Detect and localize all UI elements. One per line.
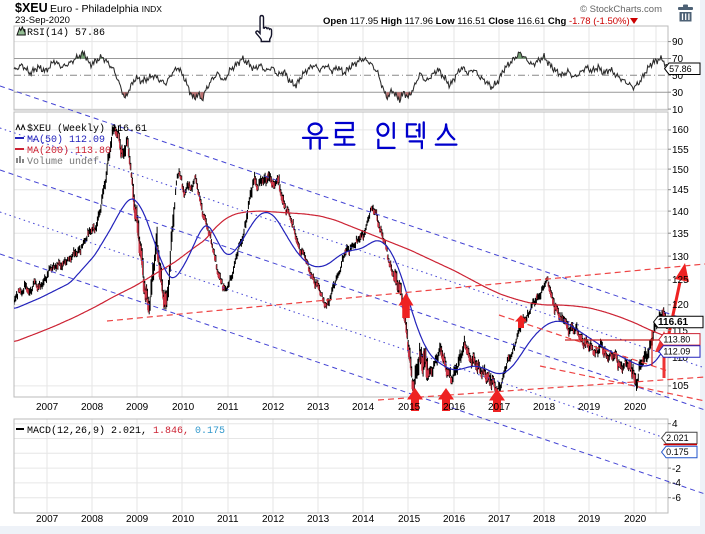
svg-text:70: 70: [672, 54, 684, 65]
svg-text:-4: -4: [672, 478, 681, 489]
svg-text:10: 10: [672, 105, 684, 116]
svg-text:0.175: 0.175: [666, 447, 689, 457]
svg-text:140: 140: [672, 207, 689, 218]
svg-text:Volume undef: Volume undef: [27, 156, 99, 168]
svg-text:2019: 2019: [578, 402, 601, 413]
svg-text:2018: 2018: [533, 402, 556, 413]
svg-text:2012: 2012: [262, 402, 285, 413]
svg-text:2017: 2017: [488, 514, 511, 525]
svg-text:2010: 2010: [172, 514, 195, 525]
svg-text:2016: 2016: [443, 402, 466, 413]
svg-text:125: 125: [672, 275, 689, 286]
svg-text:2014: 2014: [352, 402, 375, 413]
svg-text:120: 120: [672, 300, 689, 311]
svg-text:2010: 2010: [172, 402, 195, 413]
svg-text:© StockCharts.com: © StockCharts.com: [580, 4, 662, 15]
svg-text:23-Sep-2020: 23-Sep-2020: [15, 15, 70, 26]
svg-text:2016: 2016: [443, 514, 466, 525]
svg-text:2015: 2015: [398, 514, 421, 525]
svg-text:115: 115: [672, 326, 688, 337]
svg-text:2013: 2013: [307, 514, 330, 525]
svg-text:110: 110: [672, 353, 688, 364]
svg-text:112.09: 112.09: [663, 347, 690, 357]
svg-text:2.021: 2.021: [666, 433, 689, 443]
svg-text:130: 130: [672, 252, 689, 263]
svg-text:2008: 2008: [81, 514, 104, 525]
svg-text:2014: 2014: [352, 514, 375, 525]
svg-text:$XEU: $XEU: [15, 1, 48, 15]
svg-text:2018: 2018: [533, 514, 556, 525]
svg-text:-2: -2: [672, 464, 681, 475]
svg-text:2009: 2009: [126, 402, 149, 413]
svg-text:116.61: 116.61: [658, 317, 688, 328]
svg-text:2012: 2012: [262, 514, 285, 525]
svg-text:$XEU (Weekly) 116.61: $XEU (Weekly) 116.61: [27, 123, 147, 135]
svg-text:2007: 2007: [36, 402, 59, 413]
svg-text:Euro - Philadelphia INDX: Euro - Philadelphia INDX: [50, 3, 162, 15]
svg-text:-6: -6: [672, 493, 681, 504]
svg-text:113.80: 113.80: [663, 335, 690, 345]
svg-text:MA(50) 112.09: MA(50) 112.09: [27, 134, 105, 146]
svg-text:57.86: 57.86: [669, 64, 692, 74]
svg-text:RSI(14) 57.86: RSI(14) 57.86: [27, 27, 105, 39]
svg-text:2015: 2015: [398, 402, 421, 413]
svg-text:50: 50: [672, 71, 684, 82]
svg-text:2017: 2017: [488, 402, 511, 413]
svg-text:150: 150: [672, 165, 689, 176]
svg-text:MA(200) 113.80: MA(200) 113.80: [27, 145, 111, 157]
svg-text:145: 145: [672, 185, 689, 196]
svg-text:105: 105: [672, 381, 689, 392]
svg-text:135: 135: [672, 229, 689, 240]
svg-text:2011: 2011: [217, 514, 239, 525]
svg-text:2019: 2019: [578, 514, 601, 525]
svg-text:MACD(12,26,9) 2.021, 1.846, 0.: MACD(12,26,9) 2.021, 1.846, 0.175: [27, 425, 225, 437]
svg-text:2011: 2011: [217, 402, 239, 413]
svg-text:Open 117.95 High 117.96 Low 11: Open 117.95 High 117.96 Low 116.51 Close…: [323, 16, 630, 27]
svg-text:2020: 2020: [624, 402, 647, 413]
svg-text:155: 155: [672, 145, 689, 156]
svg-text:30: 30: [672, 88, 684, 99]
svg-text:90: 90: [672, 37, 684, 48]
svg-text:2007: 2007: [36, 514, 59, 525]
svg-text:2009: 2009: [126, 514, 149, 525]
svg-text:2008: 2008: [81, 402, 104, 413]
svg-text:160: 160: [672, 125, 689, 136]
svg-text:2013: 2013: [307, 402, 330, 413]
svg-text:4: 4: [672, 419, 678, 430]
svg-text:2020: 2020: [624, 514, 647, 525]
